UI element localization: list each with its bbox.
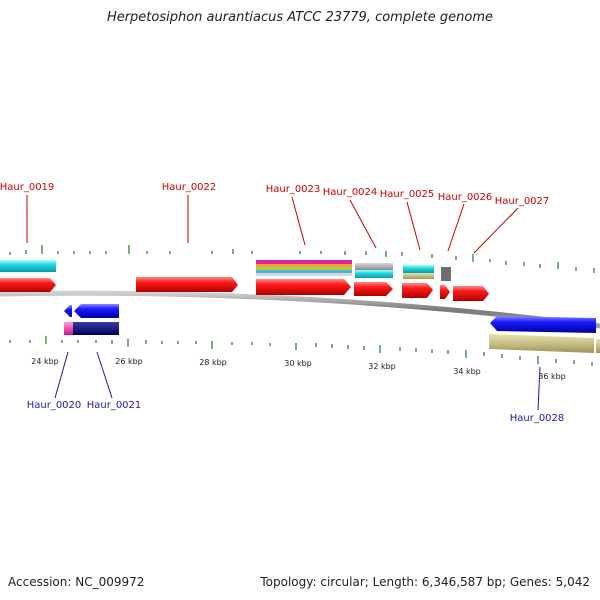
feature-band-0019 [0,260,56,272]
feature-band-0026-grey [441,267,451,281]
cds-haur-0021 [74,304,119,318]
cds-haur-0019 [0,278,56,292]
feature-band-0024-cyan [355,270,393,278]
feature-band-0021-navy [73,322,119,335]
cds-haur-0027 [453,286,489,301]
scale-label-26: 26 kbp [115,357,143,366]
gene-label-haur-0027[interactable]: Haur_0027 [495,196,550,207]
gene-label-haur-0021[interactable]: Haur_0021 [87,400,142,411]
upper-feature-bands [0,260,451,281]
scale-label-36: 36 kbp [538,372,566,381]
feature-band-0025-khaki [403,273,434,279]
upper-ticks [9,245,595,273]
bottom-gene-labels: Haur_0020 Haur_0021 Haur_0028 [27,351,565,424]
scale-label-30: 30 kbp [284,359,312,368]
scale-label-28: 28 kbp [199,358,227,367]
feature-band-0028-khaki [489,334,594,353]
genome-title: Herpetosiphon aurantiacus ATCC 23779, co… [106,10,494,25]
cds-haur-0026 [440,285,450,299]
gene-label-haur-0025[interactable]: Haur_0025 [380,189,435,200]
genome-summary-text: Topology: circular; Length: 6,346,587 bp… [260,575,590,589]
cds-haur-0022 [136,277,238,292]
gene-label-haur-0023[interactable]: Haur_0023 [266,184,321,195]
gene-label-haur-0028[interactable]: Haur_0028 [510,413,565,424]
scale-label-34: 34 kbp [453,367,481,376]
feature-band-0020-magenta [64,322,73,335]
accession-text: Accession: NC_009972 [8,575,145,589]
lower-ticks [9,336,593,366]
scale-label-24: 24 kbp [31,357,59,366]
gene-label-haur-0026[interactable]: Haur_0026 [438,192,493,203]
scale-label-32: 32 kbp [368,362,396,371]
forward-cds-track [0,277,489,301]
gene-label-haur-0024[interactable]: Haur_0024 [323,187,378,198]
gene-label-haur-0022[interactable]: Haur_0022 [162,182,217,193]
cds-haur-0025 [402,283,433,298]
genome-backbone [0,290,600,329]
cds-haur-0028 [490,316,596,333]
gene-label-haur-0019[interactable]: Haur_0019 [0,182,54,193]
feature-band-0025-cyan [403,265,434,273]
cds-haur-0024 [354,282,393,296]
reverse-cds-track [64,304,600,353]
cds-haur-0023 [256,279,351,295]
top-gene-labels: Haur_0019 Haur_0022 Haur_0023 Haur_0024 … [0,182,550,254]
gene-label-haur-0020[interactable]: Haur_0020 [27,400,82,411]
feature-band-0023-magenta [256,260,352,264]
feature-band-0024-grey [355,263,393,270]
cds-haur-0020 [64,305,72,317]
